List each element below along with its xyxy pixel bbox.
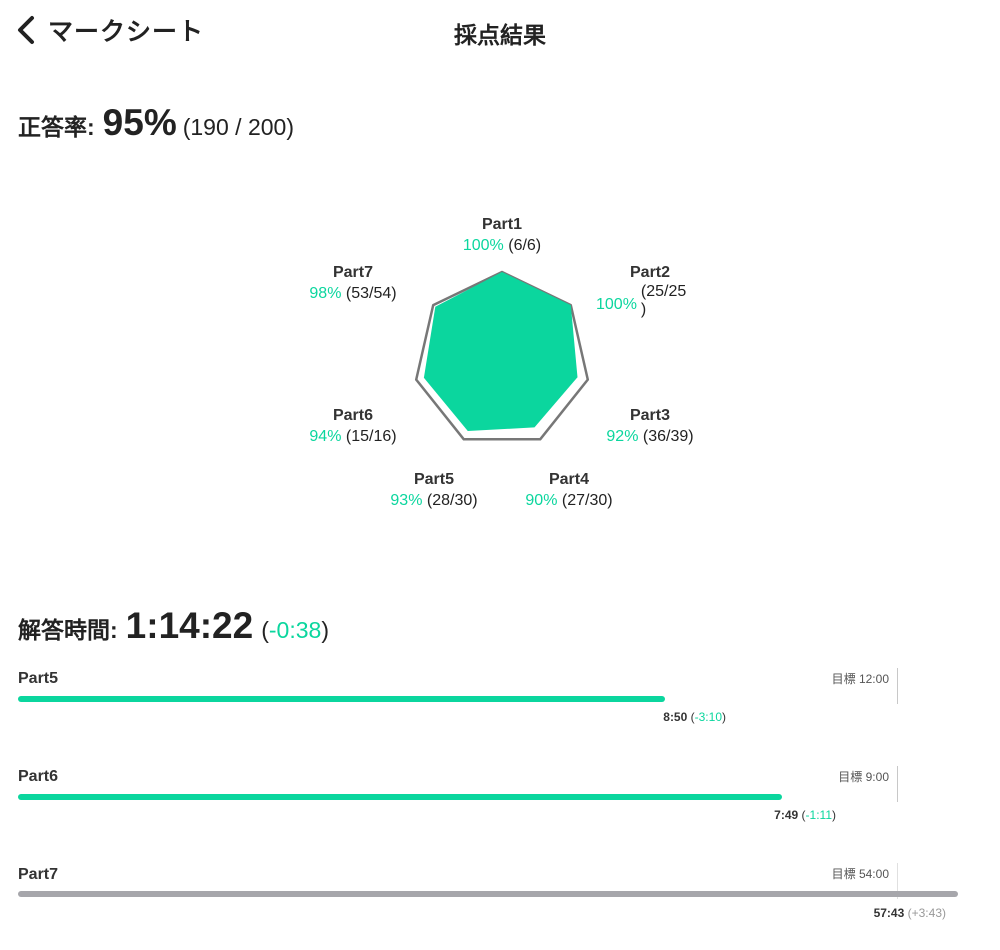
accuracy-percent: 95% [102,102,177,143]
radar-label-part3: Part3 92% (36/39) [595,405,705,447]
back-button[interactable]: マークシート [14,12,204,48]
radar-part-count: (25/25 [640,283,687,300]
radar-part-name: Part3 [629,407,671,424]
chevron-left-icon [18,16,34,44]
time-summary: 解答時間: 1:14:22 (-0:38) [18,605,329,647]
page-title: 採点結果 [454,22,546,48]
time-diff-open: ( [261,617,269,643]
time-used-delta: -1:11 [805,808,832,822]
radar-score-area [423,272,578,431]
radar-part-percent: 92% [606,428,639,445]
radar-part-count-tail: ) [640,301,647,318]
time-used-value: 7:49 [774,808,799,822]
time-bar-fill [18,794,782,800]
time-used: 8:50 (-3:10) [663,710,726,724]
radar-part-name: Part1 [481,216,523,233]
time-diff-close: ) [321,617,329,643]
radar-part-percent: 93% [390,492,423,509]
time-used-value: 57:43 [873,906,905,920]
time-label: 解答時間: [18,617,118,643]
radar-part-name: Part2 [630,264,671,281]
accuracy-label: 正答率: [18,114,95,140]
time-bar-fill [18,891,958,897]
radar-part-name: Part7 [332,264,374,281]
radar-part-percent: 100% [596,296,637,313]
target-marker [897,863,898,899]
target-marker [897,668,898,704]
radar-part-count: (53/54) [345,285,397,302]
time-used: 7:49 (-1:11) [774,808,836,822]
accuracy-summary: 正答率: 95% (190 / 200) [18,102,294,144]
time-part-name: Part5 [18,670,59,687]
time-bar-fill [18,696,665,702]
radar-part-name: Part4 [548,471,590,488]
time-used: 57:43 (+3:43) [873,906,946,920]
radar-part-percent: 90% [525,492,558,509]
time-target: 目標 12:00 [831,672,889,686]
radar-label-part4: Part4 90% (27/30) [513,469,625,511]
time-used-delta: -3:10 [694,710,722,724]
time-part-name: Part6 [18,768,59,785]
radar-part-count: (28/30) [426,492,478,509]
time-used-value: 8:50 [663,710,688,724]
time-total: 1:14:22 [125,605,254,646]
radar-label-part2: Part2 100% (25/25 ) [596,262,716,319]
radar-part-count: (36/39) [642,428,694,445]
radar-part-count: (27/30) [561,492,613,509]
radar-label-part1: Part1 100% (6/6) [452,214,552,256]
target-marker [897,766,898,802]
radar-outline [414,270,590,441]
back-label: マークシート [48,18,205,46]
radar-part-name: Part6 [332,407,374,424]
radar-part-count: (6/6) [508,237,542,254]
radar-part-percent: 94% [309,428,342,445]
radar-part-percent: 98% [309,285,342,302]
radar-label-part6: Part6 94% (15/16) [298,405,408,447]
radar-part-percent: 100% [462,237,504,254]
radar-label-part5: Part5 93% (28/30) [378,469,490,511]
time-diff: -0:38 [268,617,322,643]
radar-label-part7: Part7 98% (53/54) [296,262,410,304]
time-target: 目標 54:00 [831,867,889,881]
radar-part-count: (15/16) [345,428,397,445]
time-target: 目標 9:00 [838,770,889,784]
radar-part-name: Part5 [413,471,455,488]
time-part-name: Part7 [18,866,59,883]
accuracy-fraction: (190 / 200) [182,114,294,140]
time-used-delta: +3:43 [911,906,942,920]
